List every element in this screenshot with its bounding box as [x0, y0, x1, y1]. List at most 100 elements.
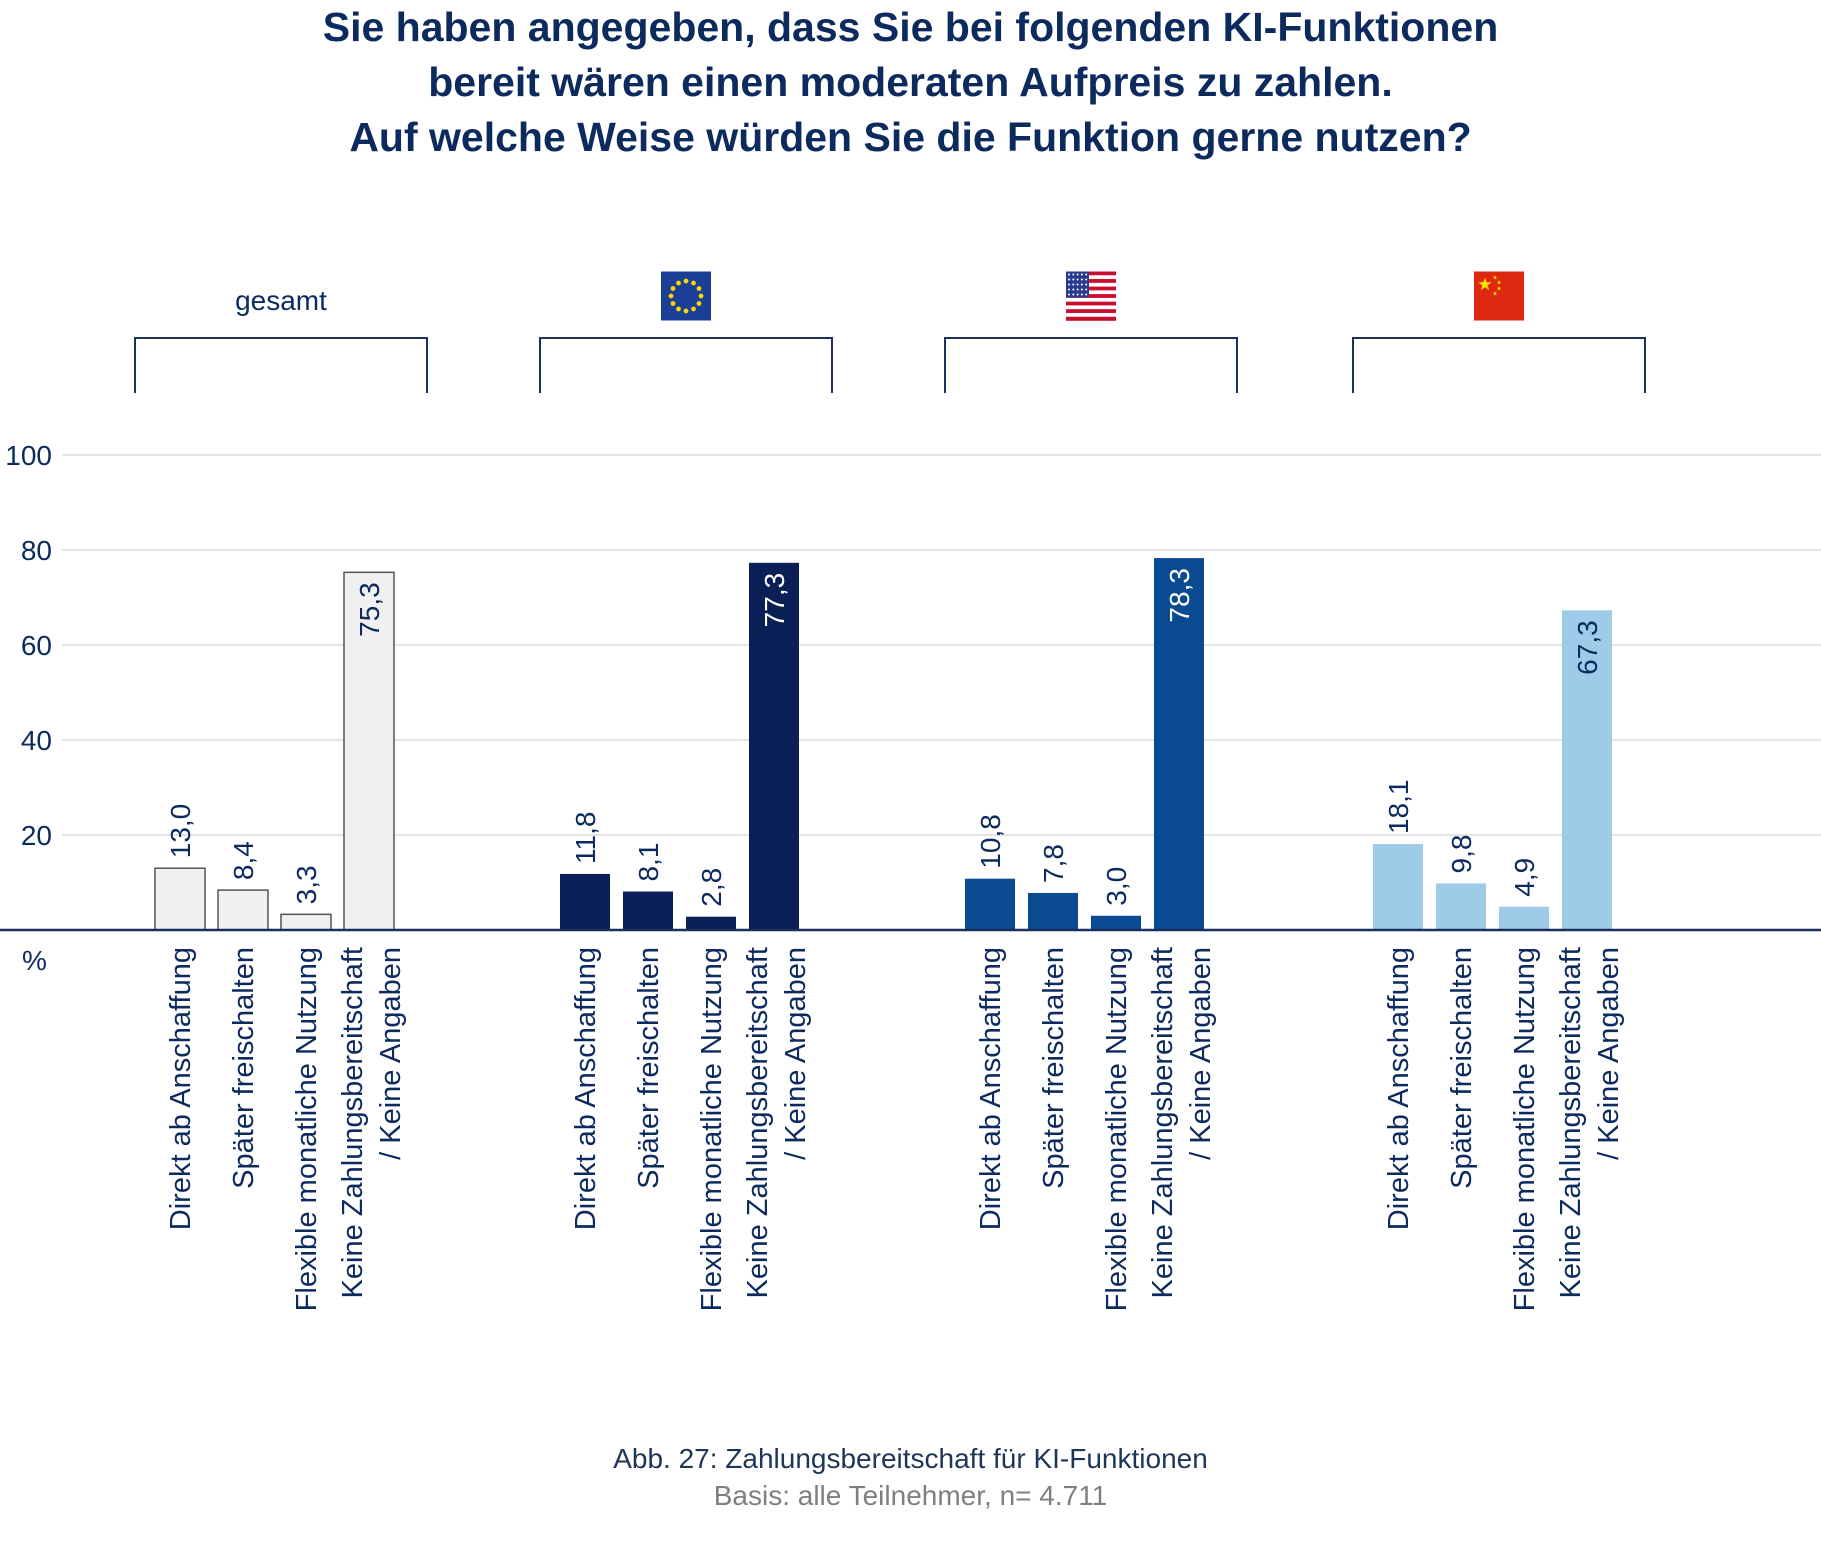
group-bracket	[134, 337, 428, 393]
flag-star	[1072, 288, 1075, 291]
flag-stripe	[1066, 316, 1116, 321]
group-bracket	[944, 337, 1238, 393]
flag-star	[1076, 273, 1079, 276]
flag-star	[1085, 293, 1088, 296]
y-unit-label: %	[22, 945, 47, 976]
data-label: 11,8	[570, 812, 601, 864]
flag-star	[696, 301, 702, 306]
y-tick-label: 40	[21, 725, 52, 756]
flag-star	[1068, 278, 1070, 281]
flag-star	[668, 293, 674, 299]
bar	[1154, 558, 1204, 930]
category-label: / Keine Angaben	[375, 947, 407, 1160]
bar	[560, 873, 610, 930]
flag-star	[676, 280, 681, 286]
flag-star	[1085, 278, 1088, 281]
flag-star	[1068, 273, 1070, 276]
flag-stripe	[1066, 275, 1116, 280]
data-label: 9,8	[1446, 835, 1477, 874]
group-label: gesamt	[235, 285, 327, 316]
us-flag-icon	[1066, 271, 1116, 321]
bar	[280, 913, 332, 931]
figure-basis: Basis: alle Teilnehmer, n= 4.711	[713, 1480, 1108, 1511]
flag-star	[1496, 286, 1502, 291]
bar	[1091, 915, 1141, 930]
category-label: Keine Zahlungsbereitschaft	[337, 947, 369, 1298]
category-label: Später freischalten	[1446, 947, 1478, 1189]
category-label: Flexible monatliche Nutzung	[291, 947, 323, 1311]
flag-star	[1076, 288, 1079, 291]
flag-stripe	[1066, 294, 1116, 299]
group-bracket	[1352, 337, 1646, 393]
flag-star	[1068, 283, 1070, 286]
data-label: 78,3	[1164, 568, 1195, 623]
bar	[343, 571, 395, 931]
data-label: 4,9	[1509, 858, 1540, 897]
data-label: 3,0	[1101, 867, 1132, 906]
y-tick-label: 20	[21, 820, 52, 851]
flag-star	[1080, 278, 1083, 281]
flag-star	[1080, 273, 1083, 276]
bar	[1436, 883, 1486, 930]
data-label: 18,1	[1383, 780, 1414, 835]
bar	[217, 889, 269, 931]
data-label: 10,8	[975, 814, 1006, 869]
flag-star	[1478, 277, 1492, 291]
data-label: 3,3	[291, 865, 322, 904]
bar	[1028, 892, 1078, 930]
bar-chart: 20 40 60 80 100% gesamt 13,0 Direkt ab Anschaff…	[0, 271, 1821, 1311]
flag-stripe	[1066, 282, 1116, 287]
flag-star	[1085, 283, 1088, 286]
category-label: Flexible monatliche Nutzung	[696, 947, 728, 1311]
flag-star	[1072, 283, 1075, 286]
flag-star	[670, 286, 676, 291]
flag-stripe	[1066, 309, 1116, 314]
flag-star	[691, 306, 696, 312]
flag-star	[1492, 275, 1498, 280]
data-label: 77,3	[759, 573, 790, 628]
bar	[1499, 906, 1549, 930]
figure-caption: Abb. 27: Zahlungsbereitschaft für KI-Fun…	[613, 1443, 1208, 1474]
flag-star	[1492, 291, 1498, 296]
flag-stripe	[1066, 297, 1116, 302]
data-label: 8,1	[633, 843, 664, 882]
flag-star	[1080, 283, 1083, 286]
flag-star	[1085, 288, 1088, 291]
flag-field	[1474, 271, 1524, 321]
flag-star	[676, 306, 681, 312]
flag-stripe	[1066, 305, 1116, 310]
bar	[1373, 844, 1423, 930]
flag-star	[1072, 293, 1075, 296]
flag-star	[1068, 293, 1070, 296]
category-label: Keine Zahlungsbereitschaft	[742, 947, 774, 1298]
flag-star	[1076, 278, 1079, 281]
bar	[623, 891, 673, 930]
flag-star	[1080, 288, 1083, 291]
category-label: / Keine Angaben	[780, 947, 812, 1160]
flag-star	[696, 286, 702, 291]
y-tick-label: 80	[21, 535, 52, 566]
eu-flag-icon	[661, 271, 711, 321]
y-tick-label: 60	[21, 630, 52, 661]
category-label: Keine Zahlungsbereitschaft	[1555, 947, 1587, 1298]
flag-star	[691, 280, 696, 286]
flag-stripe	[1066, 301, 1116, 306]
flag-star	[1076, 283, 1079, 286]
data-label: 13,0	[165, 804, 196, 859]
title-line-2: bereit wären einen moderaten Aufpreis zu…	[428, 59, 1393, 105]
category-label: Flexible monatliche Nutzung	[1101, 947, 1133, 1311]
bar	[1562, 610, 1612, 930]
data-label: 7,8	[1038, 844, 1069, 883]
flag-star	[1076, 293, 1079, 296]
chart-title: Sie haben angegeben, dass Sie bei folgen…	[0, 0, 1821, 165]
flag-stripe	[1066, 286, 1116, 291]
data-label: 8,4	[228, 841, 259, 880]
flag-star	[1080, 293, 1083, 296]
data-label: 2,8	[696, 868, 727, 907]
bar	[686, 916, 736, 930]
bar	[749, 562, 799, 930]
flag-star	[1068, 288, 1070, 291]
flag-star	[1085, 273, 1088, 276]
category-label: / Keine Angaben	[1185, 947, 1217, 1160]
category-label: Flexible monatliche Nutzung	[1509, 947, 1541, 1311]
